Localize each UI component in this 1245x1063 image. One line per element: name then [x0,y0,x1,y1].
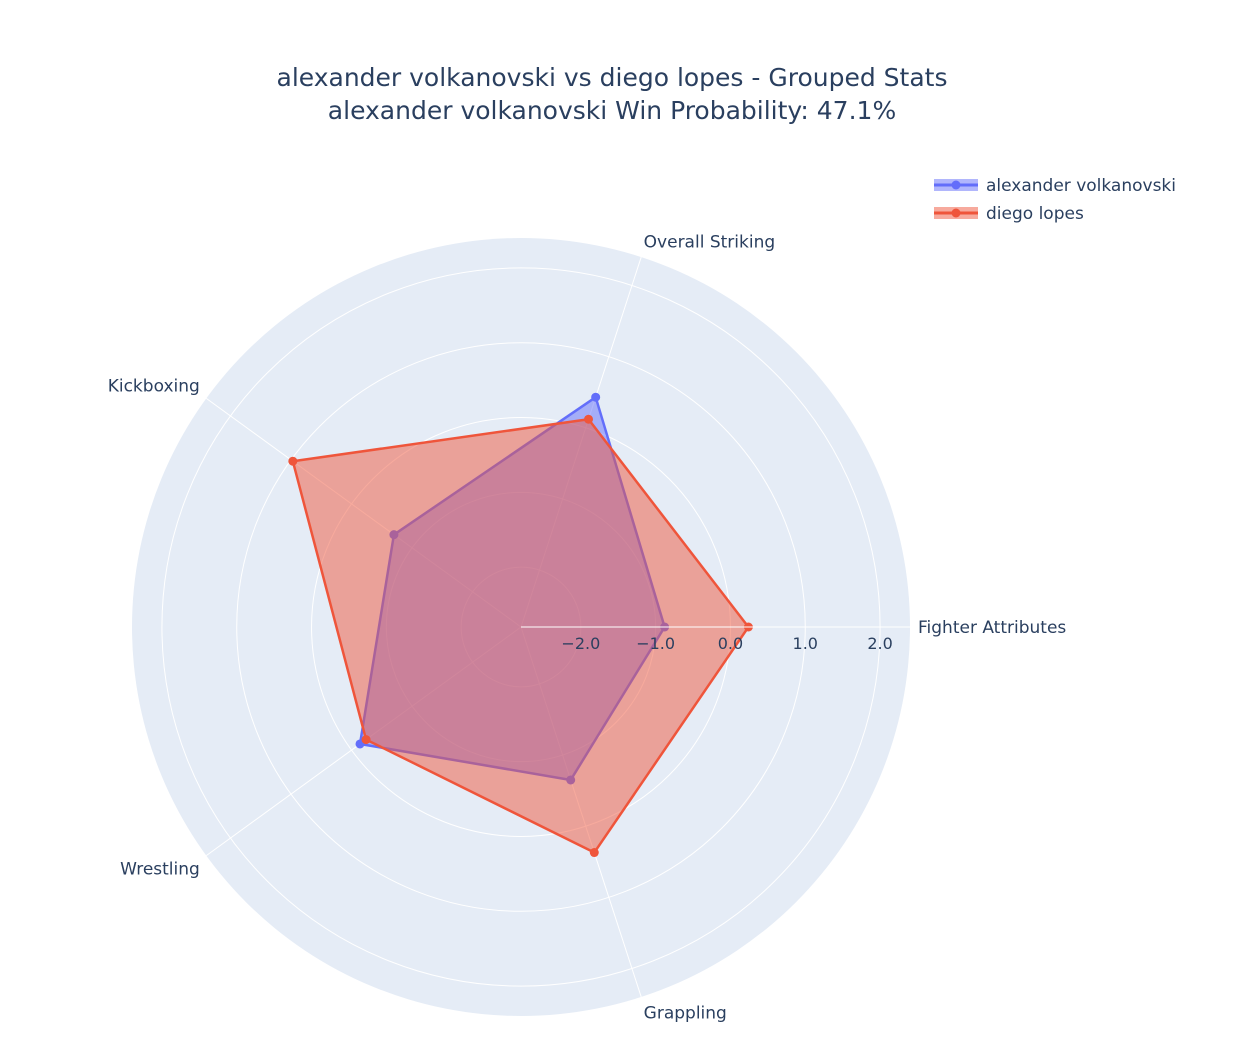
legend-label-diego-lopes: diego lopes [986,204,1084,224]
radial-tick-label: 1.0 [793,634,818,653]
category-label-wrestling: Wrestling [120,859,200,879]
category-label-fighter-attributes: Fighter Attributes [918,618,1066,638]
radial-tick-label: −1.0 [636,634,675,653]
chart-subtitle: alexander volkanovski Win Probability: 4… [328,96,896,125]
radial-tick-label: −2.0 [561,634,600,653]
radial-tick-label: 0.0 [718,634,743,653]
category-label-overall-striking: Overall Striking [644,232,775,252]
legend: alexander volkanovski diego lopes [934,176,1176,224]
series-layer [288,392,753,858]
category-labels: Fighter Attributes Overall Striking Kickbo… [108,232,1067,1023]
legend-marker-diego-lopes [951,208,961,218]
legend-marker-alexander-volkanovski [951,180,961,190]
legend-item-alexander-volkanovski[interactable]: alexander volkanovski [934,176,1176,196]
point-diego-lopes-kickboxing[interactable] [288,456,298,466]
point-diego-lopes-wrestling[interactable] [361,735,371,745]
radial-ticks: −2.0 −1.0 0.0 1.0 2.0 [521,626,910,653]
series-diego-lopes [288,414,753,858]
point-alexander-volkanovski-overall-striking[interactable] [591,392,601,402]
chart-title: alexander volkanovski vs diego lopes - G… [277,63,948,92]
legend-label-alexander-volkanovski: alexander volkanovski [986,176,1176,196]
point-diego-lopes-overall-striking[interactable] [584,414,594,424]
radial-tick-label: 2.0 [867,634,892,653]
point-diego-lopes-grappling[interactable] [589,848,599,858]
category-label-grappling: Grappling [644,1004,727,1024]
category-label-kickboxing: Kickboxing [108,377,200,397]
legend-item-diego-lopes[interactable]: diego lopes [934,204,1084,224]
series-area-diego-lopes [291,418,750,854]
